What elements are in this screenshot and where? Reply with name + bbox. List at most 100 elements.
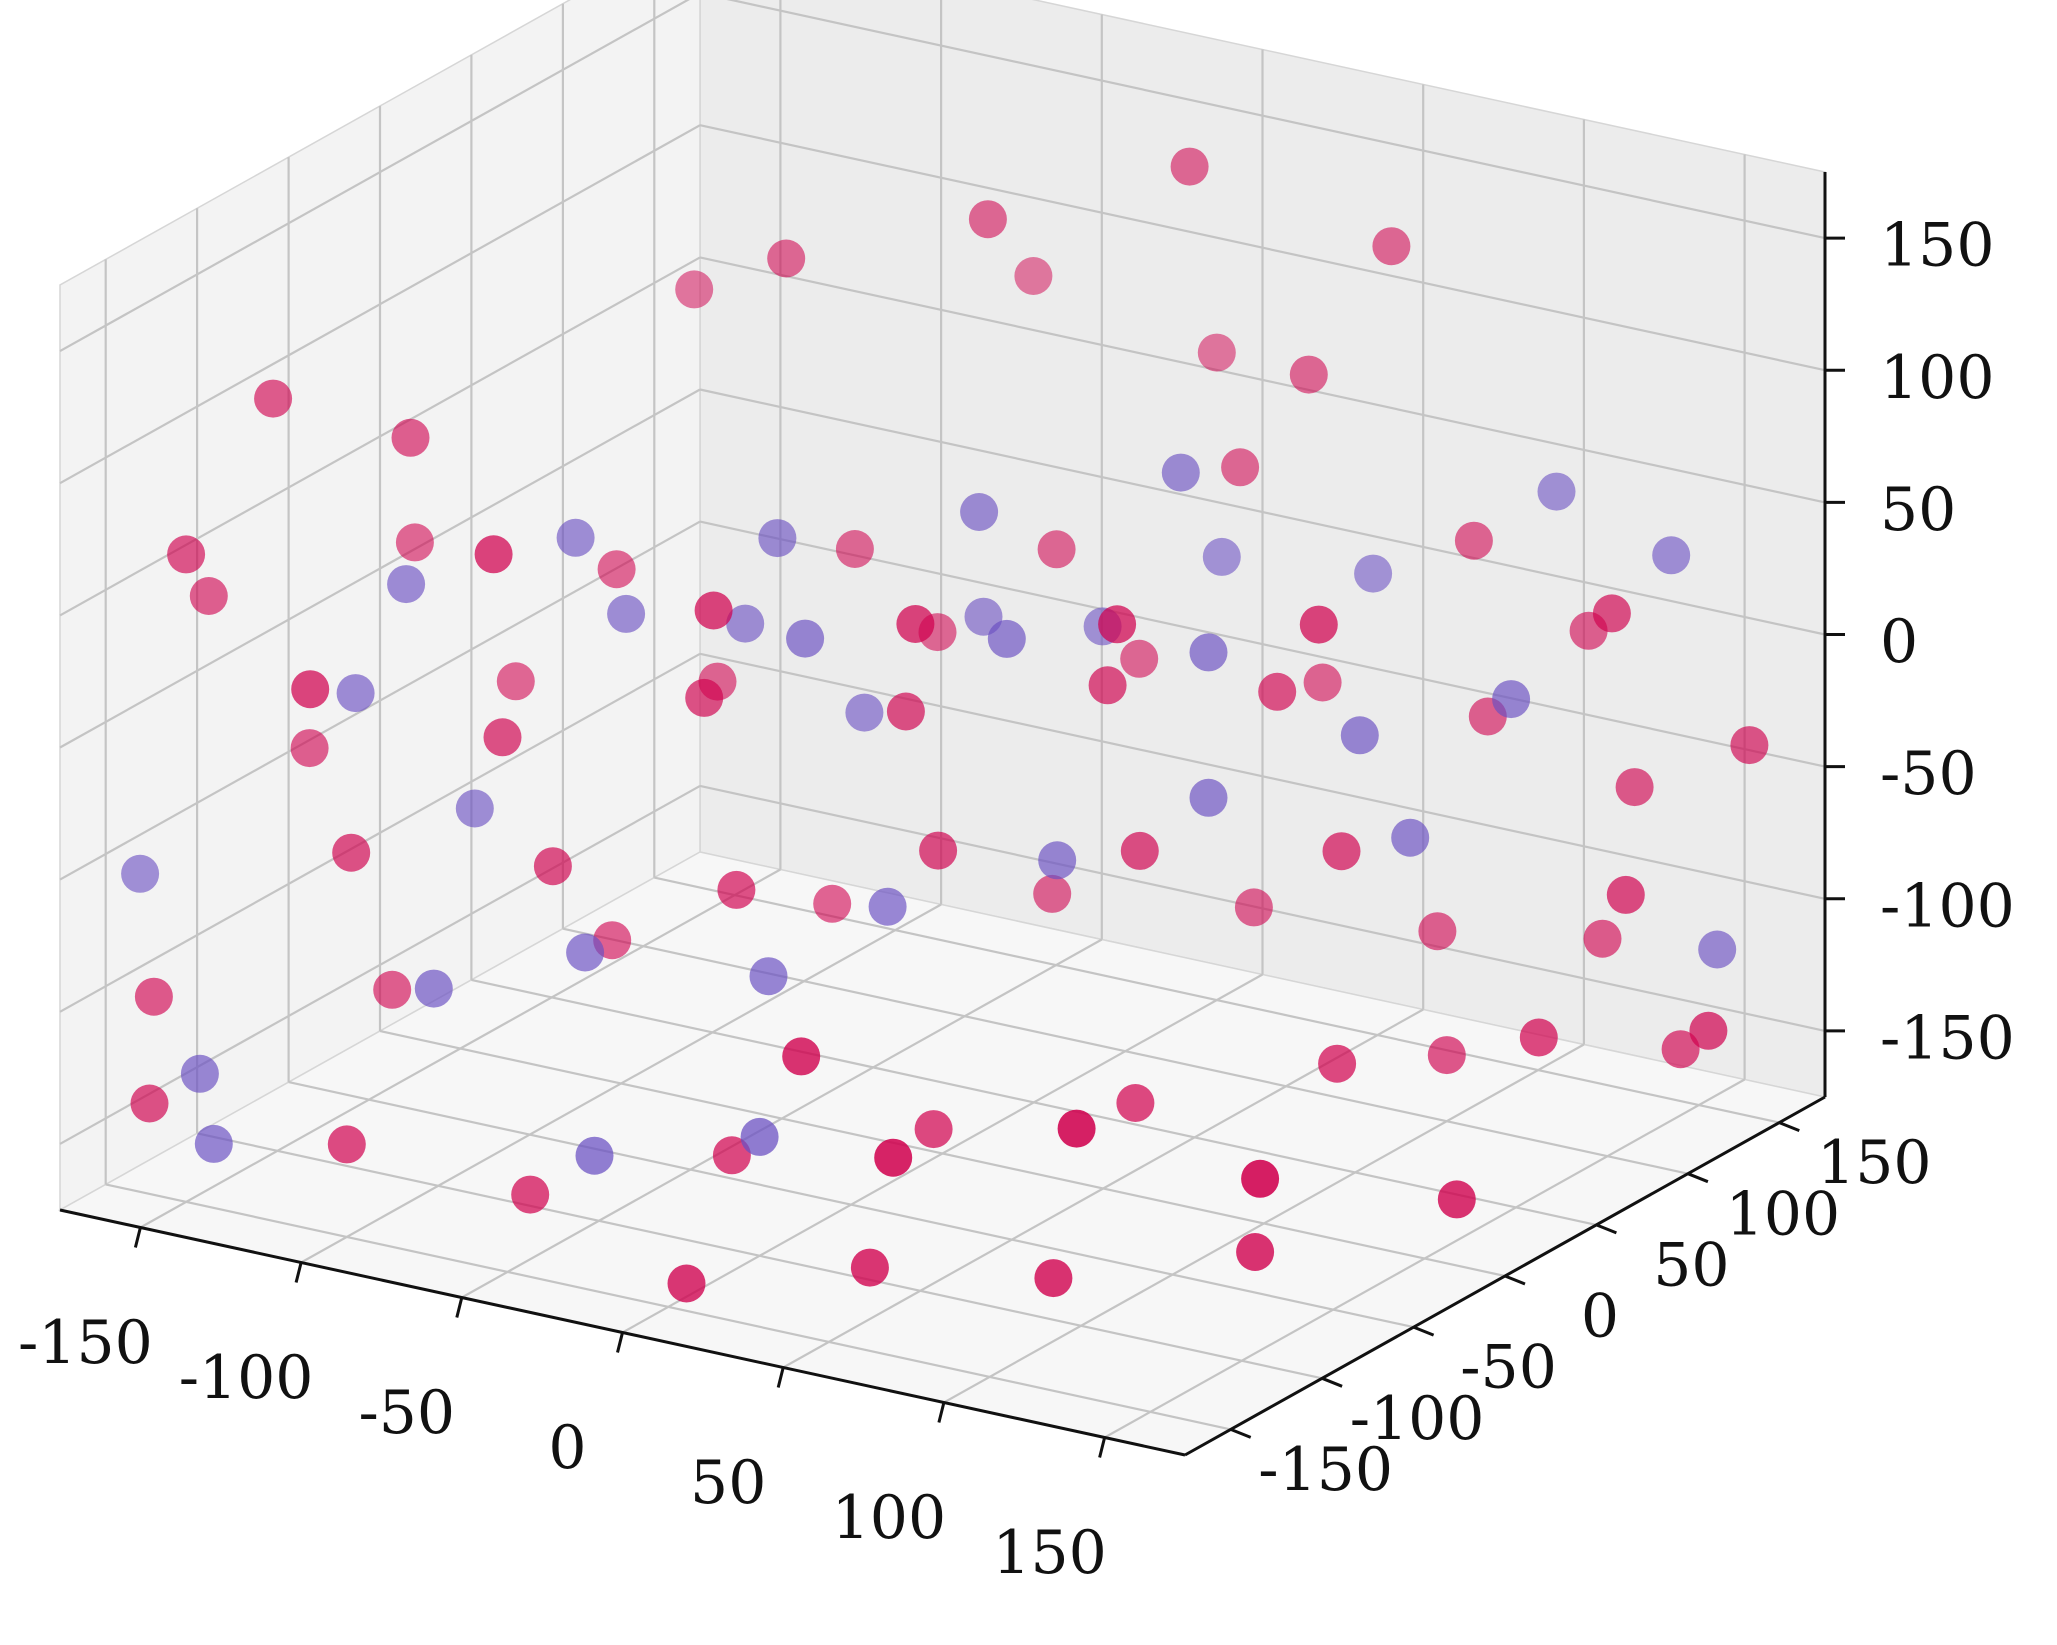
grid-line-z-left: [59, 784, 701, 1145]
data-point-red: [1170, 147, 1209, 186]
x-tick-label: -150: [18, 1308, 153, 1378]
x-tick-mark: [1098, 1437, 1107, 1458]
data-point-red: [1318, 1044, 1357, 1083]
data-point-red: [474, 535, 513, 574]
data-point-red: [712, 1136, 751, 1175]
data-point-red: [1098, 605, 1137, 644]
data-point-blue: [414, 969, 453, 1008]
data-point-red: [1014, 257, 1053, 295]
data-point-blue: [749, 957, 788, 996]
data-point-red: [597, 550, 636, 589]
grid-line-z-left: [59, 0, 690, 353]
data-point-red: [291, 670, 330, 709]
x-tick-label: -50: [358, 1378, 455, 1448]
data-point-red: [1303, 663, 1342, 702]
x-tick-mark: [937, 1402, 946, 1423]
x-tick-mark: [294, 1262, 303, 1283]
data-point-red: [189, 577, 228, 615]
axis-panes: [57, 0, 1828, 1456]
x-tick-label: 50: [690, 1448, 766, 1518]
grid-line-z-left: [59, 388, 701, 749]
data-point-blue: [1161, 453, 1200, 492]
z-tick-label: -150: [1880, 1003, 2015, 1073]
grid-line-z-left: [59, 652, 701, 1013]
data-points: [121, 147, 1769, 1303]
data-point-blue: [740, 1117, 779, 1156]
data-point-blue: [566, 933, 605, 972]
y-tick-mark: [1687, 1172, 1709, 1184]
z-tick-label: -100: [1880, 871, 2015, 941]
data-point-red: [1322, 832, 1361, 871]
data-point-blue: [868, 887, 907, 926]
x-tick-mark: [616, 1332, 624, 1353]
data-point-red: [130, 1084, 169, 1123]
data-point-blue: [1189, 633, 1228, 672]
data-point-red: [717, 870, 756, 909]
y-tick-label: 50: [1653, 1230, 1729, 1300]
data-point-red: [483, 718, 522, 757]
y-tick-mark: [1595, 1223, 1617, 1235]
data-point-red: [1057, 1109, 1096, 1148]
x-tick-label: 0: [548, 1413, 586, 1483]
grid-line-z-back: [699, 520, 1826, 768]
data-point-red: [290, 729, 329, 768]
data-point-red: [1197, 333, 1236, 372]
y-tick-label: 150: [1817, 1128, 1932, 1198]
data-point-blue: [556, 518, 595, 557]
data-point-blue: [1202, 537, 1241, 576]
data-point-red: [1034, 1259, 1073, 1298]
data-point-red: [1299, 605, 1338, 644]
data-point-blue: [1391, 818, 1430, 857]
data-point-blue: [387, 565, 426, 604]
data-point-red: [1519, 1018, 1558, 1057]
grid-line-z-back: [726, 0, 1826, 240]
data-point-red: [1437, 1180, 1476, 1219]
data-point-blue: [121, 854, 160, 893]
x-tick-mark: [455, 1297, 464, 1318]
y-tick-mark: [1778, 1121, 1800, 1132]
grid-line-z-back: [699, 652, 1826, 900]
data-point-blue: [1354, 554, 1393, 593]
y-tick-mark: [1230, 1428, 1252, 1439]
data-point-red: [767, 239, 806, 278]
data-point-blue: [1652, 536, 1691, 575]
data-point-blue: [607, 594, 646, 633]
data-point-red: [685, 678, 724, 717]
data-point-red: [1088, 666, 1127, 705]
grid-line-y-floor: [288, 1081, 1414, 1329]
y-tick-mark: [1504, 1274, 1526, 1286]
data-point-red: [1372, 227, 1411, 266]
data-point-blue: [1340, 716, 1379, 755]
data-point-red: [1615, 768, 1654, 807]
data-point-red: [1236, 1233, 1275, 1271]
data-point-red: [886, 692, 925, 731]
data-point-blue: [960, 493, 999, 531]
data-point-blue: [575, 1136, 614, 1175]
data-point-red: [395, 523, 434, 562]
data-point-red: [1583, 919, 1622, 958]
data-point-blue: [1537, 472, 1576, 511]
data-point-red: [675, 270, 714, 309]
data-point-red: [914, 1110, 953, 1149]
z-tick-label: 50: [1880, 475, 1956, 545]
data-point-red: [1454, 521, 1493, 560]
data-point-red: [694, 591, 733, 630]
data-point-red: [1258, 672, 1297, 711]
data-point-red: [254, 379, 293, 418]
data-point-red: [134, 977, 173, 1016]
data-point-red: [850, 1248, 889, 1287]
data-point-blue: [726, 604, 765, 643]
x-tick-label: 100: [832, 1483, 947, 1553]
data-point-red: [1037, 530, 1076, 569]
y-tick-label: -150: [1258, 1435, 1393, 1505]
grid-line-y-floor: [471, 978, 1597, 1226]
grid-line-z-back: [699, 388, 1826, 636]
z-tick-label: 150: [1880, 211, 1995, 281]
data-point-red: [511, 1175, 550, 1214]
x-tick-label: 150: [992, 1518, 1107, 1588]
data-point-red: [167, 535, 206, 574]
y-tick-label: -100: [1350, 1384, 1485, 1454]
data-point-red: [1661, 1030, 1700, 1069]
x-tick-label: -100: [179, 1343, 314, 1413]
